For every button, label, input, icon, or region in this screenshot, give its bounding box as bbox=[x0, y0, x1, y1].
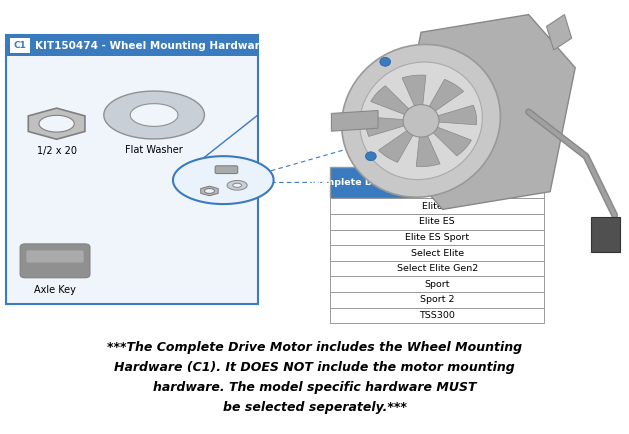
Bar bbox=[439, 167, 472, 183]
Bar bbox=[6, 35, 258, 304]
Text: Elite 6: Elite 6 bbox=[422, 202, 452, 210]
Wedge shape bbox=[370, 86, 421, 121]
Ellipse shape bbox=[403, 105, 439, 137]
Text: DRVASMB2299: DRVASMB2299 bbox=[475, 171, 541, 179]
Wedge shape bbox=[365, 117, 421, 136]
Text: Sport 2: Sport 2 bbox=[420, 296, 454, 304]
Bar bbox=[330, 308, 544, 323]
Polygon shape bbox=[331, 111, 378, 131]
Polygon shape bbox=[233, 183, 242, 187]
Text: Elite ES Sport: Elite ES Sport bbox=[405, 233, 469, 242]
Wedge shape bbox=[421, 121, 471, 156]
Bar bbox=[415, 183, 439, 198]
FancyBboxPatch shape bbox=[215, 166, 238, 174]
Polygon shape bbox=[201, 186, 218, 196]
Text: Right: Right bbox=[443, 171, 467, 179]
Bar bbox=[330, 261, 544, 276]
Text: TSS300: TSS300 bbox=[419, 311, 455, 320]
Text: B1: B1 bbox=[421, 186, 433, 195]
Polygon shape bbox=[204, 188, 214, 194]
Bar bbox=[472, 167, 544, 183]
Text: hardware. The model specific hardware MUST: hardware. The model specific hardware MU… bbox=[153, 381, 476, 394]
Text: Left: Left bbox=[447, 186, 464, 195]
FancyBboxPatch shape bbox=[26, 250, 84, 263]
Text: Hardware (C1). It DOES NOT include the motor mounting: Hardware (C1). It DOES NOT include the m… bbox=[114, 361, 515, 374]
Bar bbox=[6, 35, 258, 56]
FancyBboxPatch shape bbox=[20, 244, 90, 278]
Polygon shape bbox=[173, 156, 274, 204]
Text: Axle Key: Axle Key bbox=[34, 285, 76, 295]
Wedge shape bbox=[421, 105, 477, 125]
Bar bbox=[330, 214, 544, 230]
Text: be selected seperately.***: be selected seperately.*** bbox=[223, 401, 406, 414]
Bar bbox=[330, 245, 544, 261]
Polygon shape bbox=[547, 15, 572, 50]
Text: Complete Drive Motors: Complete Drive Motors bbox=[311, 178, 434, 187]
Ellipse shape bbox=[360, 62, 482, 180]
Circle shape bbox=[380, 57, 391, 66]
Wedge shape bbox=[379, 121, 421, 162]
Text: Elite ES: Elite ES bbox=[420, 217, 455, 226]
FancyBboxPatch shape bbox=[591, 217, 620, 252]
Text: KIT150474 - Wheel Mounting Hardware: KIT150474 - Wheel Mounting Hardware bbox=[35, 40, 267, 51]
Ellipse shape bbox=[342, 44, 501, 197]
Text: 1/2 x 20: 1/2 x 20 bbox=[36, 146, 77, 156]
Text: A1: A1 bbox=[421, 171, 433, 179]
Bar bbox=[330, 167, 415, 198]
Bar bbox=[330, 276, 544, 292]
Bar bbox=[439, 183, 472, 198]
Bar bbox=[330, 230, 544, 245]
Polygon shape bbox=[39, 115, 74, 132]
Text: ***The Complete Drive Motor includes the Wheel Mounting: ***The Complete Drive Motor includes the… bbox=[107, 341, 522, 354]
Polygon shape bbox=[130, 104, 178, 126]
Bar bbox=[472, 183, 544, 198]
Circle shape bbox=[365, 152, 376, 161]
Text: Select Elite Gen2: Select Elite Gen2 bbox=[396, 264, 478, 273]
Polygon shape bbox=[28, 108, 85, 139]
Text: C1: C1 bbox=[14, 41, 26, 50]
Bar bbox=[10, 38, 30, 53]
Polygon shape bbox=[104, 91, 204, 139]
Wedge shape bbox=[402, 75, 426, 121]
Bar bbox=[415, 167, 439, 183]
Text: Sport: Sport bbox=[425, 280, 450, 289]
Text: DRVASMB2298: DRVASMB2298 bbox=[475, 186, 541, 195]
Text: Flat Washer: Flat Washer bbox=[125, 145, 183, 155]
Bar bbox=[330, 292, 544, 308]
Polygon shape bbox=[396, 15, 576, 209]
Wedge shape bbox=[416, 121, 440, 167]
Polygon shape bbox=[227, 181, 247, 190]
Wedge shape bbox=[421, 79, 464, 121]
Bar bbox=[330, 198, 544, 214]
Text: Select Elite: Select Elite bbox=[411, 249, 464, 257]
